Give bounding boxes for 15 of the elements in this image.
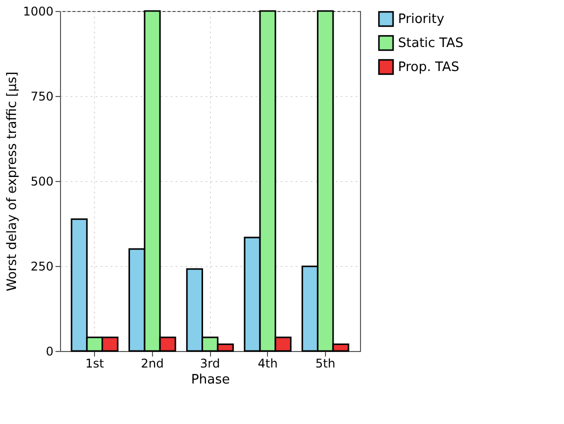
legend-label: Priority [398, 12, 445, 27]
x-tick-label: 4th [258, 356, 278, 370]
y-tick-label: 0 [46, 344, 54, 358]
y-axis-title: Worst delay of express traffic [µs] [4, 72, 20, 292]
legend-label: Static TAS [398, 36, 464, 51]
x-tick-label: 1st [85, 356, 104, 370]
y-tick-label: 750 [30, 90, 54, 104]
x-tick-label: 5th [315, 356, 336, 370]
x-tick-label: 2nd [140, 356, 164, 370]
y-tick-label: 1000 [22, 4, 54, 18]
y-tick-label: 250 [30, 260, 54, 274]
x-tick-label: 3rd [200, 356, 220, 370]
legend-label: Prop. TAS [398, 60, 460, 75]
x-axis-title: Phase [191, 372, 230, 388]
y-tick-label: 500 [30, 174, 54, 188]
